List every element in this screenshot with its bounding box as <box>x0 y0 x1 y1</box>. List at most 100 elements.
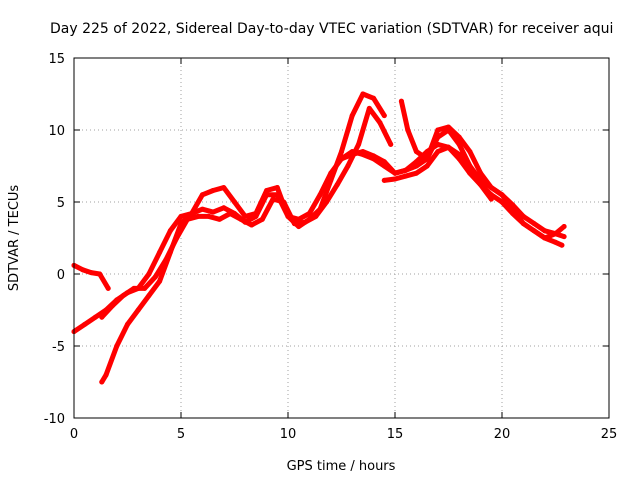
data-point <box>80 267 86 273</box>
data-point <box>377 120 383 126</box>
series-line-arc-1 <box>71 262 111 291</box>
data-point <box>264 188 270 193</box>
data-point <box>232 199 237 205</box>
data-point <box>157 278 163 284</box>
data-point <box>371 95 377 101</box>
data-point <box>88 270 94 276</box>
chart-title: Day 225 of 2022, Sidereal Day-to-day VTE… <box>50 21 613 37</box>
data-point <box>178 213 184 219</box>
data-point <box>274 185 280 191</box>
data-point <box>99 314 105 320</box>
data-point <box>210 188 216 193</box>
data-point <box>366 105 372 111</box>
x-tick-label: 10 <box>280 427 297 442</box>
data-point <box>339 149 344 155</box>
y-axis-label: SDTVAR / TECUs <box>7 185 22 292</box>
data-point <box>120 293 126 299</box>
data-point <box>446 144 451 150</box>
data-point <box>499 199 505 205</box>
data-point <box>388 141 394 147</box>
y-tick-label: 10 <box>48 124 65 139</box>
y-tick-label: 0 <box>57 268 65 283</box>
data-point <box>371 153 377 159</box>
x-tick-label: 25 <box>601 427 618 442</box>
data-point <box>456 141 462 147</box>
data-point <box>302 219 308 225</box>
data-point <box>339 156 344 162</box>
data-point <box>82 321 88 327</box>
data-point <box>542 228 548 234</box>
data-point <box>381 177 387 183</box>
x-tick-label: 20 <box>494 427 511 442</box>
data-point <box>125 321 130 327</box>
data-point <box>510 206 516 212</box>
data-point <box>405 127 411 133</box>
data-point <box>110 303 115 309</box>
data-point <box>157 249 163 255</box>
data-point <box>349 113 355 119</box>
data-point <box>199 192 205 198</box>
data-point <box>167 228 173 234</box>
data-point <box>195 213 201 219</box>
data-point <box>324 199 329 205</box>
data-point <box>456 134 462 140</box>
data-point <box>356 141 362 147</box>
data-point <box>238 216 244 222</box>
data-point <box>242 213 248 219</box>
data-point <box>561 224 567 229</box>
data-point <box>398 98 404 104</box>
data-point <box>413 170 419 176</box>
series-line-arc-3 <box>99 91 387 385</box>
data-point <box>349 152 355 157</box>
y-tick-label: 5 <box>57 196 65 211</box>
x-tick-label: 5 <box>177 427 185 442</box>
data-point <box>163 257 169 263</box>
data-point <box>103 372 109 378</box>
data-point <box>227 211 233 216</box>
data-point <box>142 285 148 291</box>
series-line-arc-2 <box>71 141 565 335</box>
y-tick-label: -10 <box>44 412 65 427</box>
data-point <box>217 216 222 222</box>
series-line-arc-5 <box>339 127 567 240</box>
y-tick-label: -5 <box>52 340 65 355</box>
data-point <box>531 221 537 227</box>
data-point <box>131 285 137 291</box>
data-point <box>413 163 419 169</box>
data-point <box>99 379 105 385</box>
data-point <box>467 170 473 176</box>
data-point <box>553 239 558 245</box>
data-point <box>520 221 526 227</box>
data-point <box>403 173 409 179</box>
data-point <box>478 170 484 176</box>
data-point <box>199 206 205 212</box>
data-point <box>313 213 319 219</box>
data-point <box>435 127 441 133</box>
data-point <box>184 216 190 222</box>
data-point <box>281 199 287 205</box>
data-point <box>210 209 216 215</box>
data-point <box>328 177 334 183</box>
data-point <box>520 213 526 219</box>
data-point <box>345 163 351 169</box>
data-point <box>467 149 473 155</box>
x-axis-label: GPS time / hours <box>287 459 396 474</box>
data-point <box>270 196 276 202</box>
data-point <box>403 167 409 173</box>
data-point <box>488 185 494 191</box>
data-point <box>135 307 141 313</box>
series-line-arc-4 <box>99 105 394 320</box>
data-point <box>92 314 98 320</box>
data-point <box>424 163 430 169</box>
data-point <box>499 192 505 198</box>
data-point <box>360 91 366 97</box>
data-point <box>542 235 548 241</box>
data-point <box>559 242 565 248</box>
data-point <box>531 228 537 234</box>
data-point <box>392 176 398 182</box>
data-point <box>334 182 340 188</box>
data-point <box>381 113 387 119</box>
data-point <box>456 152 462 157</box>
data-point <box>152 274 158 280</box>
